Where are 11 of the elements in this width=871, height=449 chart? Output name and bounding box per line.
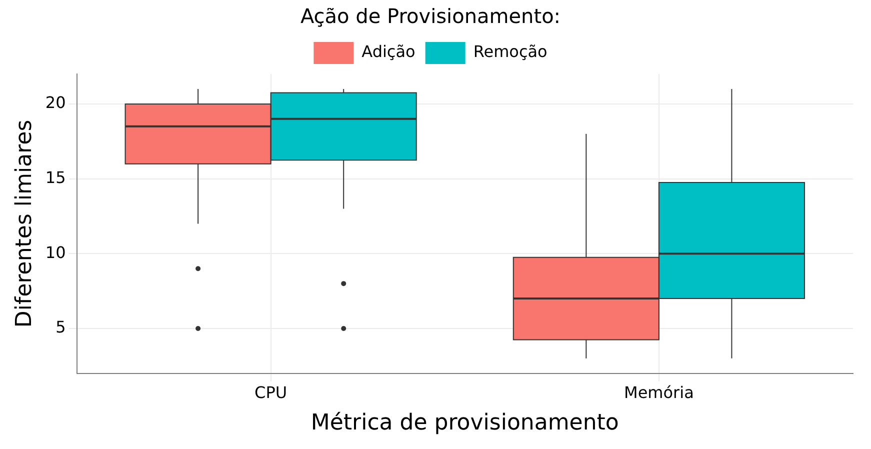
- y-tick-label: 5: [56, 318, 66, 337]
- x-tick-label: CPU: [254, 383, 288, 402]
- x-axis-title: Métrica de provisionamento: [310, 410, 619, 436]
- y-tick-label: 15: [45, 168, 66, 187]
- y-tick-label: 20: [45, 93, 66, 112]
- y-tick-label: 10: [45, 242, 66, 262]
- x-tick-label: Memória: [624, 383, 694, 402]
- legend-title: Ação de Provisionamento:: [300, 4, 561, 28]
- legend-label: Adição: [362, 42, 416, 62]
- legend-label: Remoção: [473, 42, 548, 62]
- y-axis-title: Diferentes limiares: [12, 120, 37, 328]
